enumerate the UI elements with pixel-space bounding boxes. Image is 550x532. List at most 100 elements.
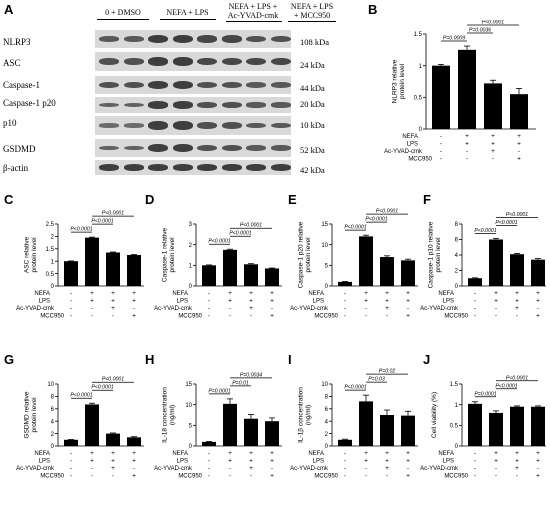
treatment-label: Ac-YVAD-cmk xyxy=(16,466,55,472)
wb-group-label: NEFA + LPS + Ac-YVAD-cmk xyxy=(227,2,279,20)
blot-row-label: NLRP3 xyxy=(3,37,31,47)
treatment-label: MCC950 xyxy=(408,157,432,163)
treatment-sign: - xyxy=(70,465,72,472)
treatment-label: NEFA xyxy=(172,291,188,297)
treatment-sign: + xyxy=(90,298,94,305)
blot-band xyxy=(270,164,291,171)
treatment-sign: + xyxy=(491,133,495,140)
treatment-sign: + xyxy=(90,450,94,457)
blot-kda-label: 44 kDa xyxy=(300,83,325,93)
treatment-sign: - xyxy=(271,305,273,312)
treatment-sign: + xyxy=(515,305,519,312)
treatment-label: MCC950 xyxy=(314,474,338,480)
treatment-label: Ac-YVAD-cmk xyxy=(16,306,55,312)
panel-letter-e: E xyxy=(288,192,297,207)
treatment-sign: - xyxy=(91,465,93,472)
blot-band xyxy=(221,35,242,43)
treatment-sign: - xyxy=(91,305,93,312)
blot-strip xyxy=(95,52,291,71)
treatment-sign: + xyxy=(536,298,540,305)
sig-label: P<0.0001 xyxy=(495,220,517,226)
treatment-sign: - xyxy=(250,473,252,480)
treatment-sign: + xyxy=(517,156,521,163)
y-tick-label: 0 xyxy=(419,127,423,133)
treatment-sign: + xyxy=(536,290,540,297)
treatment-sign: - xyxy=(518,148,520,155)
treatment-sign: - xyxy=(492,156,494,163)
y-tick-label: 0.5 xyxy=(414,96,423,102)
bar xyxy=(244,418,258,446)
blot-row-label: Caspase-1 xyxy=(3,80,40,90)
group-underline xyxy=(226,21,282,22)
treatment-label: LPS xyxy=(177,459,188,465)
y-tick-label: 0 xyxy=(189,284,193,290)
chart-panel-e: Caspase-1 p20 relativeprotein level 0 5 10 1… xyxy=(290,209,418,320)
bar xyxy=(202,441,216,446)
bar xyxy=(510,94,528,129)
blot-kda-label: 42 kDa xyxy=(300,165,325,175)
blot-band xyxy=(246,145,266,151)
group-underline xyxy=(160,19,216,20)
treatment-sign: + xyxy=(406,313,410,320)
y-tick-label: 2 xyxy=(51,432,55,438)
blot-band xyxy=(99,123,119,128)
treatment-sign: - xyxy=(474,473,476,480)
treatment-sign: + xyxy=(491,148,495,155)
treatment-label: NEFA xyxy=(308,291,324,297)
y-axis-label-line: (ng/ml) xyxy=(305,405,312,425)
treatment-sign: + xyxy=(536,473,540,480)
treatment-sign: + xyxy=(228,458,232,465)
sig-label: P<0.0001 xyxy=(482,20,504,26)
bar xyxy=(510,254,524,286)
y-axis-label: IL-18 concentration(ng/ml) xyxy=(162,387,177,443)
treatment-sign: + xyxy=(132,450,136,457)
treatment-sign: - xyxy=(474,458,476,465)
treatment-sign: + xyxy=(111,290,115,297)
treatment-sign: + xyxy=(249,290,253,297)
y-tick-label: 0.5 xyxy=(46,272,55,278)
blot-band xyxy=(197,122,217,129)
sig-label: P=0.01 xyxy=(232,380,249,386)
treatment-sign: - xyxy=(70,313,72,320)
blot-strip xyxy=(95,160,291,175)
bar xyxy=(484,83,502,129)
y-axis-label-line: protein level xyxy=(31,397,38,433)
blot-band xyxy=(270,82,291,88)
y-tick-label: 10 xyxy=(47,382,54,388)
treatment-sign: + xyxy=(465,141,469,148)
panel-letter-i: I xyxy=(288,352,292,367)
bar xyxy=(338,439,352,446)
blot-strip xyxy=(95,97,291,113)
y-tick-label: 0 xyxy=(325,284,329,290)
treatment-sign: - xyxy=(344,305,346,312)
sig-label: P<0.0001 xyxy=(229,231,251,237)
sig-label: P=0.0001 xyxy=(474,391,496,397)
treatment-sign: + xyxy=(228,298,232,305)
treatment-sign: - xyxy=(516,313,518,320)
sig-label: P=0.0034 xyxy=(240,372,262,378)
wb-group-label: 0 + DMSO xyxy=(105,8,141,17)
treatment-sign: + xyxy=(385,458,389,465)
treatment-sign: + xyxy=(385,465,389,472)
sig-label: P=0.0009 xyxy=(443,36,465,42)
blot-band xyxy=(99,102,119,108)
treatment-sign: + xyxy=(270,458,274,465)
blot-band xyxy=(148,57,168,66)
treatment-sign: - xyxy=(495,305,497,312)
chart-panel-d: Caspase-1 relativeprotein level 0 1 2 3 P<0.0… xyxy=(154,222,282,320)
blot-band xyxy=(221,144,242,152)
blot-band xyxy=(270,57,291,66)
bar xyxy=(401,260,415,286)
bar xyxy=(359,236,373,286)
treatment-label: MCC950 xyxy=(178,314,202,320)
y-axis-label-line: ASC relative xyxy=(24,237,31,274)
y-axis-label-line: NLRP3 relative xyxy=(392,59,399,103)
treatment-label: Ac-YVAD-cmk xyxy=(420,306,459,312)
bar xyxy=(468,278,482,286)
y-axis-label-line: protein level xyxy=(399,63,406,99)
chart-panel-h: IL-18 concentration(ng/ml) 0 5 10 15 P=0.0001… xyxy=(154,372,282,480)
bar xyxy=(265,421,279,446)
treatment-sign: + xyxy=(111,458,115,465)
bar xyxy=(202,265,216,286)
panel-letter-d: D xyxy=(145,192,155,207)
